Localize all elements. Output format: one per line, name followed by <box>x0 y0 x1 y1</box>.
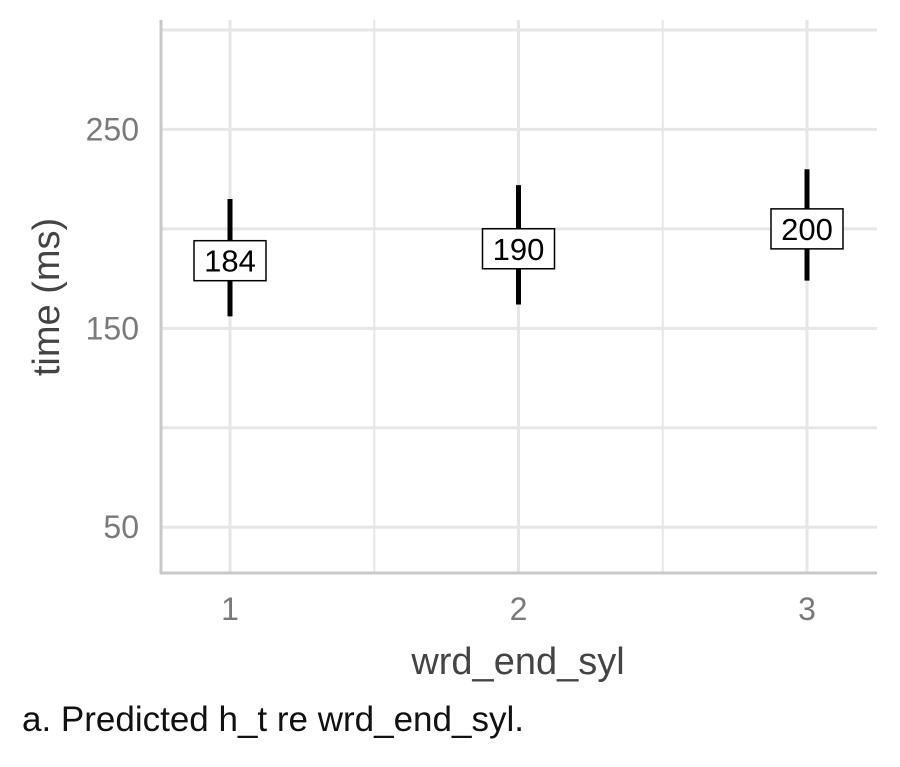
y-axis-title: time (ms) <box>26 218 68 376</box>
y-tick-label: 50 <box>103 509 139 545</box>
point-label-box <box>193 239 267 282</box>
point-label-box <box>481 228 556 270</box>
y-tick-labels: 50 150 250 <box>86 111 139 545</box>
x-tick-labels: 1 2 3 <box>221 591 816 627</box>
point-label: 184 <box>204 244 256 279</box>
error-bars: 184 190 200 <box>193 169 844 317</box>
x-tick-label: 1 <box>221 591 239 627</box>
y-tick-label: 250 <box>86 111 139 147</box>
axes <box>159 20 877 575</box>
chart: 50 150 250 1 2 3 184 190 200 wrd_end_syl time … <box>26 20 877 683</box>
x-tick-label: 2 <box>510 591 528 627</box>
point-label-box <box>770 208 844 250</box>
x-axis-title: wrd_end_syl <box>410 641 624 683</box>
x-tick-label: 3 <box>798 591 816 627</box>
point-label: 190 <box>493 232 545 267</box>
figure-caption: a. Predicted h_t re wrd_end_syl. <box>22 700 524 739</box>
y-tick-label: 150 <box>86 310 139 346</box>
point-label: 200 <box>781 212 833 247</box>
